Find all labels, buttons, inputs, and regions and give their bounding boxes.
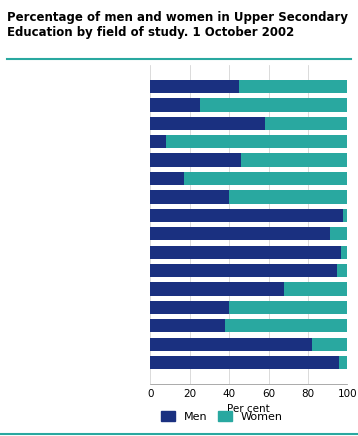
Bar bbox=[337, 264, 347, 277]
Bar bbox=[150, 301, 229, 314]
Bar bbox=[229, 301, 347, 314]
Bar bbox=[150, 135, 166, 148]
Bar bbox=[200, 98, 347, 112]
Bar bbox=[241, 153, 347, 167]
Bar bbox=[150, 209, 343, 222]
Text: Percentage of men and women in Upper Secondary
Education by field of study. 1 Oc: Percentage of men and women in Upper Sec… bbox=[7, 11, 348, 39]
Bar bbox=[339, 356, 347, 369]
Bar bbox=[150, 190, 229, 204]
Bar bbox=[150, 153, 241, 167]
Bar bbox=[150, 319, 225, 332]
Bar bbox=[150, 356, 339, 369]
Bar bbox=[166, 135, 347, 148]
Bar bbox=[329, 227, 347, 240]
Legend: Men, Women: Men, Women bbox=[157, 406, 287, 426]
Bar bbox=[343, 209, 347, 222]
Bar bbox=[150, 264, 337, 277]
Bar bbox=[150, 283, 284, 296]
X-axis label: Per cent: Per cent bbox=[227, 404, 270, 414]
Bar bbox=[239, 80, 347, 93]
Bar bbox=[284, 283, 347, 296]
Bar bbox=[150, 337, 312, 351]
Bar bbox=[229, 190, 347, 204]
Bar bbox=[150, 80, 239, 93]
Bar bbox=[184, 172, 347, 185]
Bar bbox=[265, 117, 347, 130]
Bar bbox=[150, 117, 265, 130]
Bar bbox=[150, 245, 341, 259]
Bar bbox=[341, 245, 347, 259]
Bar bbox=[312, 337, 347, 351]
Bar bbox=[225, 319, 347, 332]
Bar bbox=[150, 227, 329, 240]
Bar bbox=[150, 172, 184, 185]
Bar bbox=[150, 98, 200, 112]
